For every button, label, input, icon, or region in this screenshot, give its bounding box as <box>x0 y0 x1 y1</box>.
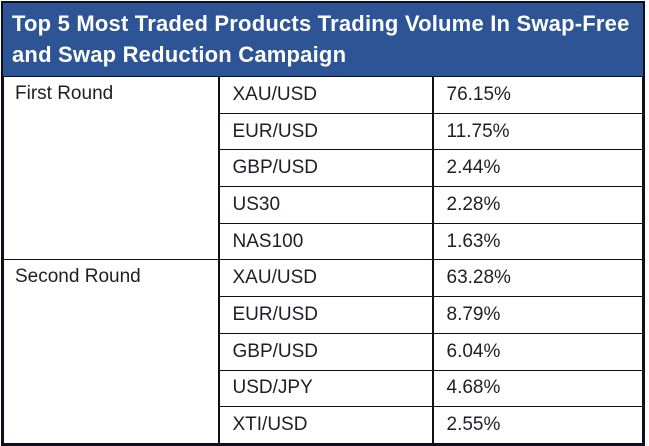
product-cell: XAU/USD <box>217 259 433 298</box>
round-label-second: Second Round <box>3 259 219 444</box>
table-row: GBP/USD 2.44% <box>4 149 643 188</box>
share-cell: 2.28% <box>431 186 643 224</box>
table-row: EUR/USD 8.79% <box>4 296 643 334</box>
table-row: First Round XAU/USD 76.15% <box>3 75 643 261</box>
share-cell: 8.79% <box>431 296 643 334</box>
table-row: US30 2.28% <box>4 186 643 224</box>
product-cell: NAS100 <box>217 222 433 261</box>
table-row: GBP/USD 6.04% <box>4 332 643 371</box>
share-cell: 2.55% <box>431 406 643 444</box>
share-cell: 63.28% <box>431 259 643 298</box>
table-row: NAS100 1.63% <box>4 222 643 261</box>
share-cell: 1.63% <box>431 222 643 261</box>
table-body: First Round XAU/USD 76.15% EUR/USD 11.75… <box>3 75 643 444</box>
product-cell: XTI/USD <box>217 406 433 444</box>
table-row: USD/JPY 4.68% <box>4 369 643 408</box>
table-row: XTI/USD 2.55% <box>4 406 643 444</box>
round-label-first: First Round <box>3 75 219 261</box>
share-cell: 4.68% <box>431 369 643 408</box>
product-cell: EUR/USD <box>217 112 433 151</box>
table-row: EUR/USD 11.75% <box>4 112 643 151</box>
product-cell: GBP/USD <box>217 149 433 188</box>
product-cell: XAU/USD <box>217 76 433 114</box>
share-cell: 6.04% <box>431 332 643 371</box>
table-title: Top 5 Most Traded Products Trading Volum… <box>3 3 643 76</box>
share-cell: 11.75% <box>431 112 643 151</box>
table-row: Second Round XAU/USD 63.28% <box>3 259 643 444</box>
product-cell: GBP/USD <box>217 332 433 371</box>
product-cell: EUR/USD <box>217 296 433 334</box>
share-cell: 76.15% <box>431 76 643 114</box>
share-cell: 2.44% <box>431 149 643 188</box>
product-cell: USD/JPY <box>217 369 433 408</box>
product-cell: US30 <box>217 186 433 224</box>
